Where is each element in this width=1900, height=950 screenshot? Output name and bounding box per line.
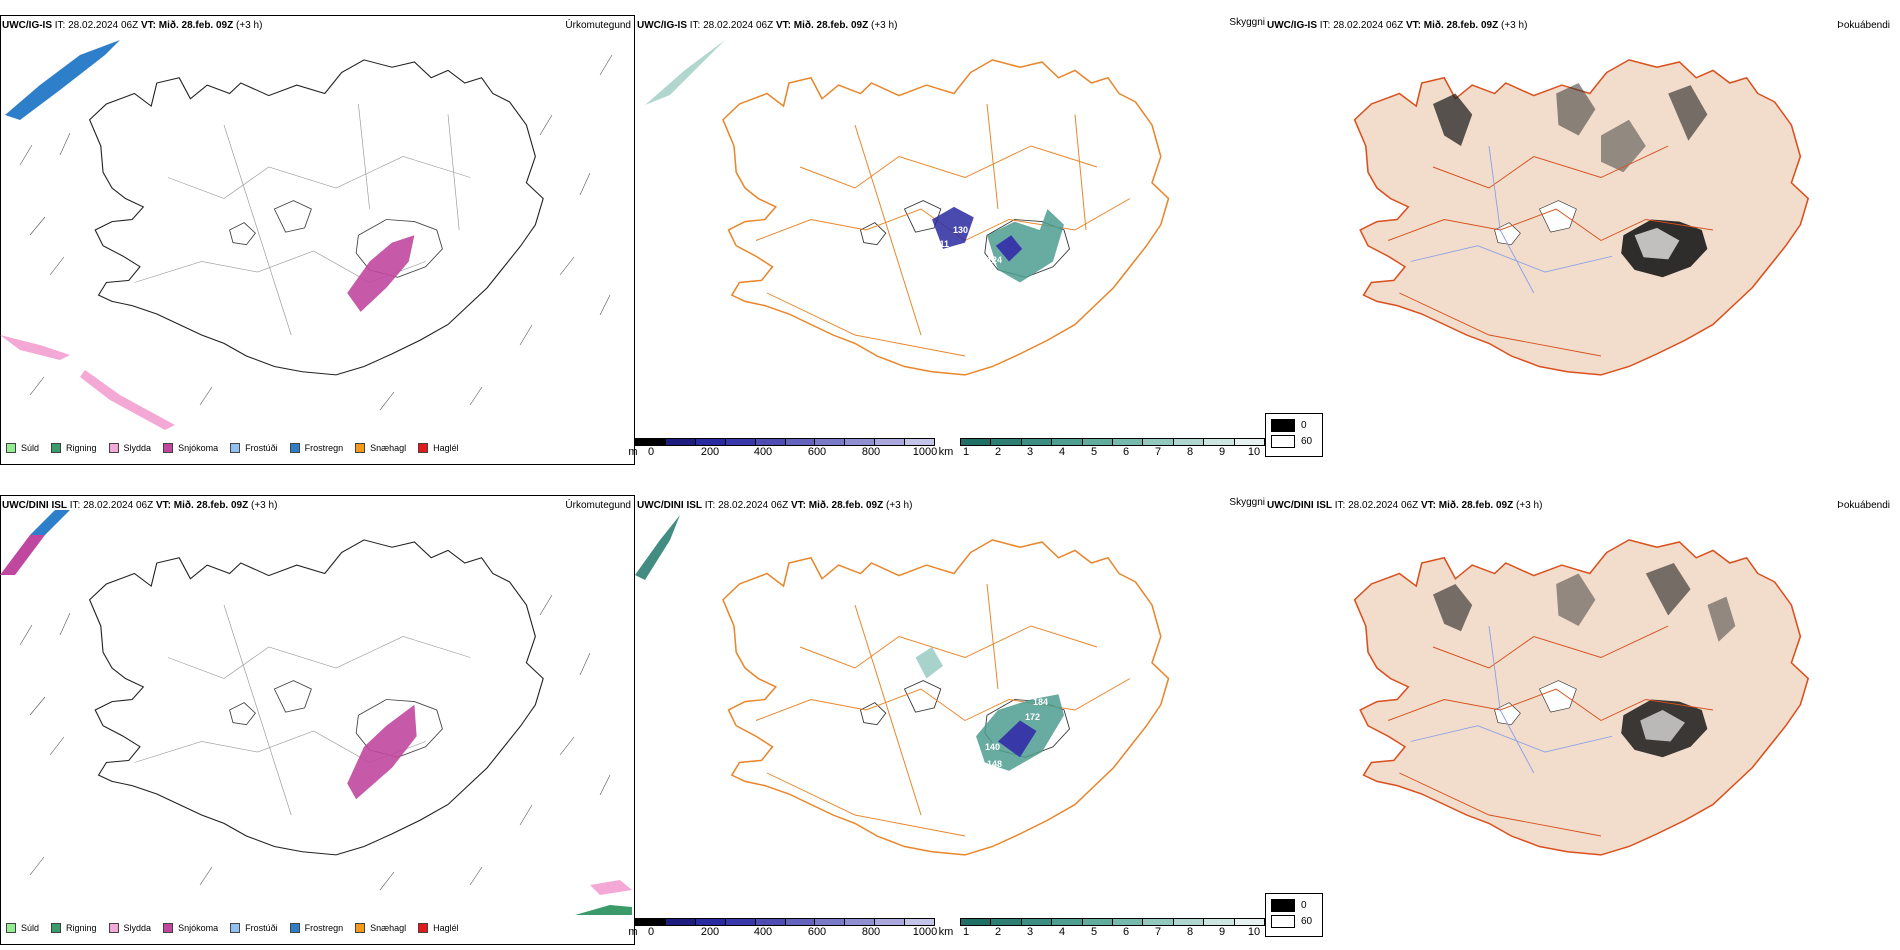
ceiling-label: 124: [987, 255, 1002, 265]
fog-legend: 0 60: [1265, 413, 1323, 457]
model-name: UWC/IG-IS: [2, 20, 52, 31]
ceiling-label: 243: [995, 275, 1010, 285]
fog-panel-row1: UWC/IG-IS IT: 28.02.2024 06Z VT: Mið. 28…: [1265, 15, 1900, 465]
panel-title: Skyggni: [1229, 17, 1265, 28]
visibility-colorbar: km 1 2 3 4 5 6 7 8 9 10: [939, 438, 1265, 459]
ceiling-label: 130: [953, 225, 968, 235]
fog-map[interactable]: [1265, 495, 1900, 915]
legend-item: Snæhagl: [355, 443, 406, 453]
panel-frame: [0, 15, 635, 465]
ceiling-labels: 130 111 124 243: [935, 225, 1010, 285]
visibility-panel-row2: UWC/DINI ISL IT: 28.02.2024 06Z VT: Mið.…: [628, 495, 1265, 945]
it-label: IT:: [54, 20, 66, 31]
panel-title: Þokuábendi: [1837, 20, 1890, 31]
panel-header: UWC/IG-IS IT: 28.02.2024 06Z VT: Mið. 28…: [637, 20, 898, 31]
panel-title: Úrkomutegund: [565, 500, 631, 511]
fog-legend: 0 60: [1265, 893, 1323, 937]
panel-header: UWC/IG-IS IT: 28.02.2024 06Z VT: Mið. 28…: [1267, 20, 1528, 31]
panel-header: UWC/DINI ISL IT: 28.02.2024 06Z VT: Mið.…: [1267, 500, 1543, 511]
vt-value: Mið. 28.feb. 09Z: [158, 20, 234, 31]
colorbar-unit: km: [938, 446, 954, 458]
ceiling-labels: 172 140 148 184: [985, 697, 1048, 769]
visibility-map[interactable]: 130 111 124 243: [635, 15, 1265, 435]
ceiling-label: 148: [987, 759, 1002, 769]
ceiling-label: 140: [985, 742, 1000, 752]
vt-label: VT:: [140, 20, 156, 31]
ceiling-colorbar: m 0 200 400 600 800 1000: [628, 918, 937, 939]
legend-item: Snjókoma: [163, 443, 218, 453]
precip-map[interactable]: [0, 495, 635, 915]
fog-panel-row2: UWC/DINI ISL IT: 28.02.2024 06Z VT: Mið.…: [1265, 495, 1900, 945]
visibility-panel-row1: UWC/IG-IS IT: 28.02.2024 06Z VT: Mið. 28…: [628, 15, 1265, 465]
precip-map[interactable]: [0, 15, 635, 435]
visibility-map[interactable]: 172 140 148 184: [635, 495, 1265, 915]
visibility-colorbar: km 1 2 3 4 5 6 7 8 9 10: [939, 918, 1265, 939]
legend-item: Frostregn: [289, 443, 343, 453]
colorbar-unit: m: [628, 446, 638, 458]
legend-item: Frostúði: [230, 443, 278, 453]
fog-map[interactable]: [1265, 15, 1900, 435]
ceiling-label: 111: [935, 239, 949, 249]
precip-legend: Súld Rigning Slydda Snjókoma Frostúði Fr…: [6, 443, 471, 453]
panel-title: Skyggni: [1229, 497, 1265, 508]
precip-legend: Súld Rigning Slydda Snjókoma Frostúði Fr…: [6, 923, 471, 933]
legend-item: Slydda: [108, 443, 151, 453]
it-value: 28.02.2024 06Z: [68, 20, 139, 31]
panel-header: UWC/DINI ISL IT: 28.02.2024 06Z VT: Mið.…: [637, 500, 913, 511]
wind-barbs: [19, 594, 611, 891]
ceiling-label: 184: [1033, 697, 1048, 707]
precip-panel-row2: UWC/DINI ISL IT: 28.02.2024 06Z VT: Mið.…: [0, 495, 635, 945]
lead-offset: (+3 h): [236, 20, 263, 31]
panel-title: Úrkomutegund: [565, 20, 631, 31]
panel-title: Þokuábendi: [1837, 500, 1890, 511]
panel-header: UWC/IG-IS IT: 28.02.2024 06Z VT: Mið. 28…: [2, 20, 262, 31]
legend-item: Rigning: [51, 443, 97, 453]
legend-item: Súld: [6, 443, 39, 453]
panel-header: UWC/DINI ISL IT: 28.02.2024 06Z VT: Mið.…: [2, 500, 278, 511]
ceiling-label: 172: [1025, 712, 1040, 722]
panel-frame: [0, 495, 635, 945]
legend-item: Haglél: [418, 443, 459, 453]
ceiling-colorbar: m 0 200 400 600 800 1000: [628, 438, 937, 459]
wind-barbs: [19, 54, 613, 411]
precip-panel-row1: UWC/IG-IS IT: 28.02.2024 06Z VT: Mið. 28…: [0, 15, 635, 465]
